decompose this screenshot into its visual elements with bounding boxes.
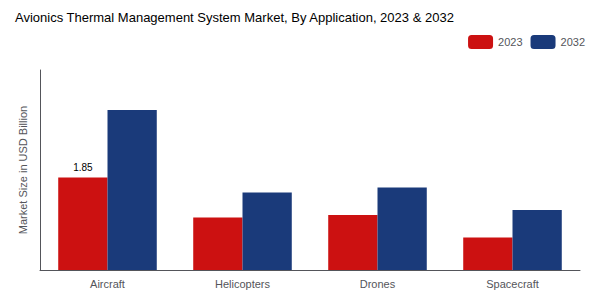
svg-text:Drones: Drones bbox=[360, 278, 396, 290]
svg-text:Spacecraft: Spacecraft bbox=[486, 278, 539, 290]
svg-text:Helicopters: Helicopters bbox=[215, 278, 271, 290]
svg-text:Aircraft: Aircraft bbox=[90, 278, 125, 290]
svg-text:Avionics Thermal Management Sy: Avionics Thermal Management System Marke… bbox=[15, 10, 454, 25]
svg-text:2023: 2023 bbox=[498, 36, 522, 48]
svg-text:Market Size in USD Billion: Market Size in USD Billion bbox=[17, 106, 29, 234]
svg-text:1.85: 1.85 bbox=[73, 162, 93, 173]
svg-text:2032: 2032 bbox=[561, 36, 585, 48]
